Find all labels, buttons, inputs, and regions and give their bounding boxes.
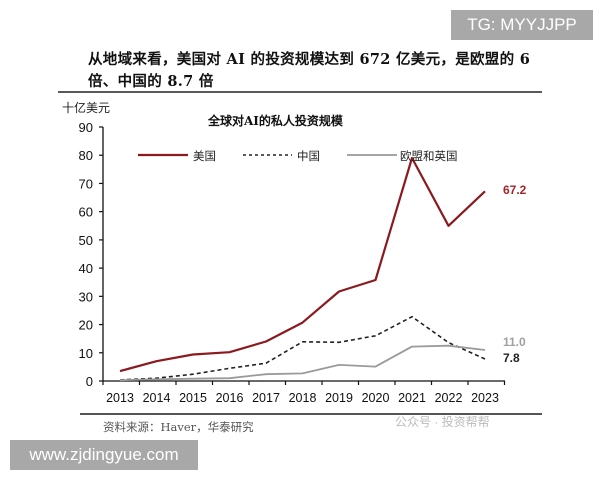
svg-text:90: 90 [79, 120, 93, 135]
chart-title: 全球对AI的私人投资规模 [208, 114, 343, 128]
svg-text:20: 20 [79, 318, 93, 333]
svg-text:2016: 2016 [216, 391, 244, 405]
legend-label-us: 美国 [193, 149, 216, 163]
bottom-divider [80, 413, 542, 415]
chart-axes: 0 10 20 30 40 50 60 70 80 90 2013 2014 2015 2016 2017 2… [79, 120, 506, 405]
svg-text:10: 10 [79, 346, 93, 361]
chart-series [119, 156, 486, 382]
svg-text:30: 30 [79, 289, 93, 304]
legend-label-eu-uk: 欧盟和英国 [400, 149, 458, 163]
svg-text:2022: 2022 [435, 391, 463, 405]
svg-text:2023: 2023 [471, 391, 499, 405]
source-note: 资料来源：Haver，华泰研究 [103, 420, 254, 434]
svg-text:2019: 2019 [325, 391, 353, 405]
svg-text:0: 0 [86, 374, 93, 389]
svg-text:2014: 2014 [143, 391, 171, 405]
svg-text:2013: 2013 [106, 391, 134, 405]
svg-text:2017: 2017 [252, 391, 280, 405]
svg-text:70: 70 [79, 176, 93, 191]
svg-text:2018: 2018 [289, 391, 317, 405]
china-end-value-label: 7.8 [503, 351, 520, 365]
svg-text:2020: 2020 [362, 391, 390, 405]
eu-uk-end-value-label: 11.0 [503, 335, 526, 349]
top-divider [58, 91, 542, 93]
svg-text:50: 50 [79, 233, 93, 248]
tg-watermark: TG: MYYJJPP [451, 10, 593, 40]
svg-text:2015: 2015 [179, 391, 207, 405]
headline: 从地域来看，美国对 AI 的投资规模达到 672 亿美元，是欧盟的 6 倍、中国… [88, 51, 531, 90]
legend-label-china: 中国 [297, 149, 320, 163]
y-axis-unit-label: 十亿美元 [62, 101, 111, 115]
svg-text:60: 60 [79, 205, 93, 220]
faint-corner-watermark: 公众号 · 投资帮帮 [395, 415, 490, 429]
svg-text:40: 40 [79, 261, 93, 276]
svg-text:80: 80 [79, 148, 93, 163]
site-watermark: www.zjdingyue.com [10, 440, 198, 470]
us-end-value-label: 67.2 [503, 183, 527, 197]
svg-text:2021: 2021 [398, 391, 426, 405]
